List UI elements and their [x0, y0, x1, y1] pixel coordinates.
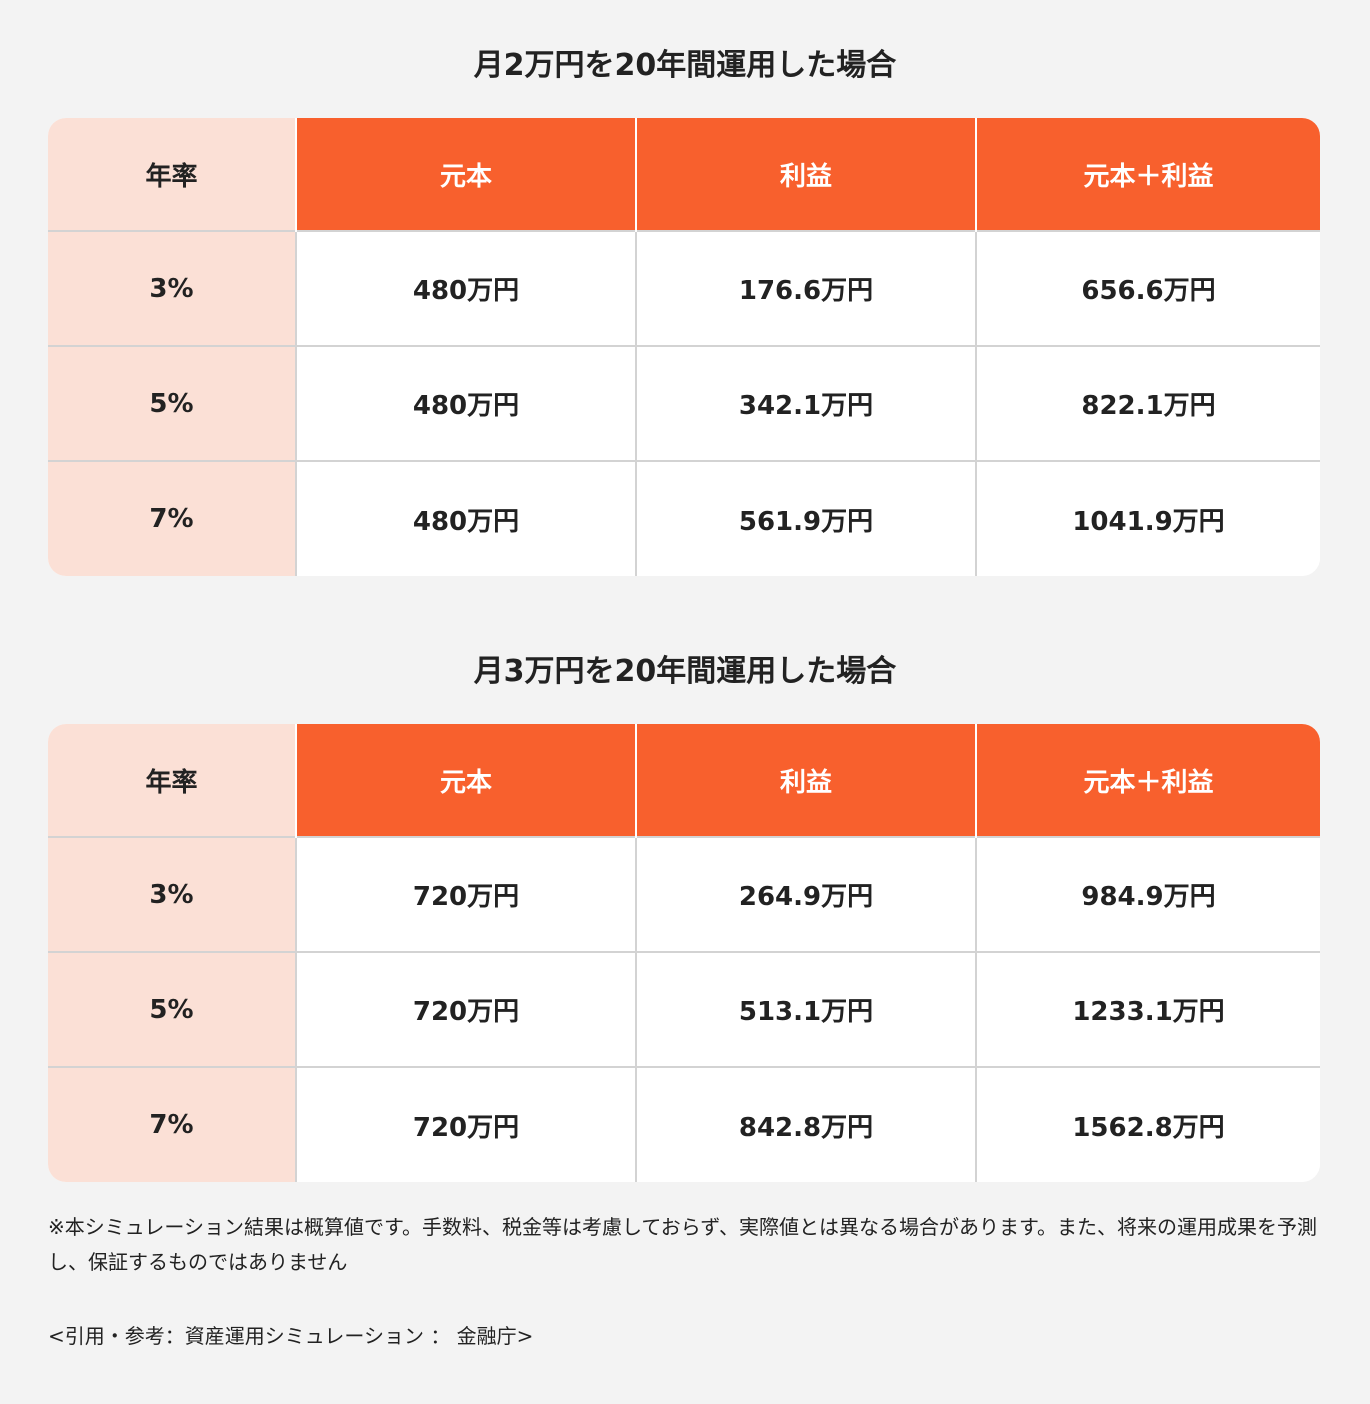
- table-1-title: 月2万円を20年間運用した場合: [473, 48, 897, 83]
- source-citation: <引用・参考：資産運用シミュレーション ： 金融庁>: [48, 1324, 534, 1348]
- disclaimer-note: ※本シミュレーション結果は概算値です。手数料、税金等は考慮しておらず、実際値とは…: [48, 1215, 1317, 1274]
- total-cell: 984.9万円: [975, 836, 1320, 952]
- table-row: 5% 480万円 342.1万円 822.1万円: [48, 345, 1320, 461]
- rate-cell: 5%: [48, 951, 296, 1067]
- principal-cell: 480万円: [295, 345, 636, 461]
- header-principal: 元本: [295, 118, 636, 231]
- rate-cell: 7%: [48, 1066, 296, 1182]
- header-total: 元本＋利益: [975, 724, 1320, 837]
- header-profit: 利益: [635, 724, 976, 837]
- header-rate: 年率: [48, 724, 296, 837]
- table-row: 3% 720万円 264.9万円 984.9万円: [48, 836, 1320, 952]
- simulation-table-1: 年率 元本 利益 元本＋利益 3% 480万円 176.6万円 656.6万円 …: [48, 118, 1320, 576]
- profit-cell: 842.8万円: [635, 1066, 976, 1182]
- total-cell: 1562.8万円: [975, 1066, 1320, 1182]
- profit-cell: 264.9万円: [635, 836, 976, 952]
- profit-cell: 561.9万円: [635, 460, 976, 576]
- profit-cell: 342.1万円: [635, 345, 976, 461]
- total-cell: 1041.9万円: [975, 460, 1320, 576]
- header-profit: 利益: [635, 118, 976, 231]
- principal-cell: 720万円: [295, 836, 636, 952]
- table-row: 5% 720万円 513.1万円 1233.1万円: [48, 951, 1320, 1067]
- rate-cell: 3%: [48, 836, 296, 952]
- table-2-title: 月3万円を20年間運用した場合: [473, 654, 897, 689]
- table-header-row: 年率 元本 利益 元本＋利益: [48, 118, 1320, 231]
- table-row: 3% 480万円 176.6万円 656.6万円: [48, 230, 1320, 346]
- principal-cell: 720万円: [295, 1066, 636, 1182]
- header-principal: 元本: [295, 724, 636, 837]
- total-cell: 656.6万円: [975, 230, 1320, 346]
- principal-cell: 720万円: [295, 951, 636, 1067]
- table-row: 7% 480万円 561.9万円 1041.9万円: [48, 460, 1320, 576]
- header-rate: 年率: [48, 118, 296, 231]
- profit-cell: 176.6万円: [635, 230, 976, 346]
- table-header-row: 年率 元本 利益 元本＋利益: [48, 724, 1320, 837]
- profit-cell: 513.1万円: [635, 951, 976, 1067]
- rate-cell: 3%: [48, 230, 296, 346]
- rate-cell: 7%: [48, 460, 296, 576]
- principal-cell: 480万円: [295, 230, 636, 346]
- table-row: 7% 720万円 842.8万円 1562.8万円: [48, 1066, 1320, 1182]
- header-total: 元本＋利益: [975, 118, 1320, 231]
- rate-cell: 5%: [48, 345, 296, 461]
- simulation-table-2: 年率 元本 利益 元本＋利益 3% 720万円 264.9万円 984.9万円 …: [48, 724, 1320, 1182]
- principal-cell: 480万円: [295, 460, 636, 576]
- total-cell: 1233.1万円: [975, 951, 1320, 1067]
- total-cell: 822.1万円: [975, 345, 1320, 461]
